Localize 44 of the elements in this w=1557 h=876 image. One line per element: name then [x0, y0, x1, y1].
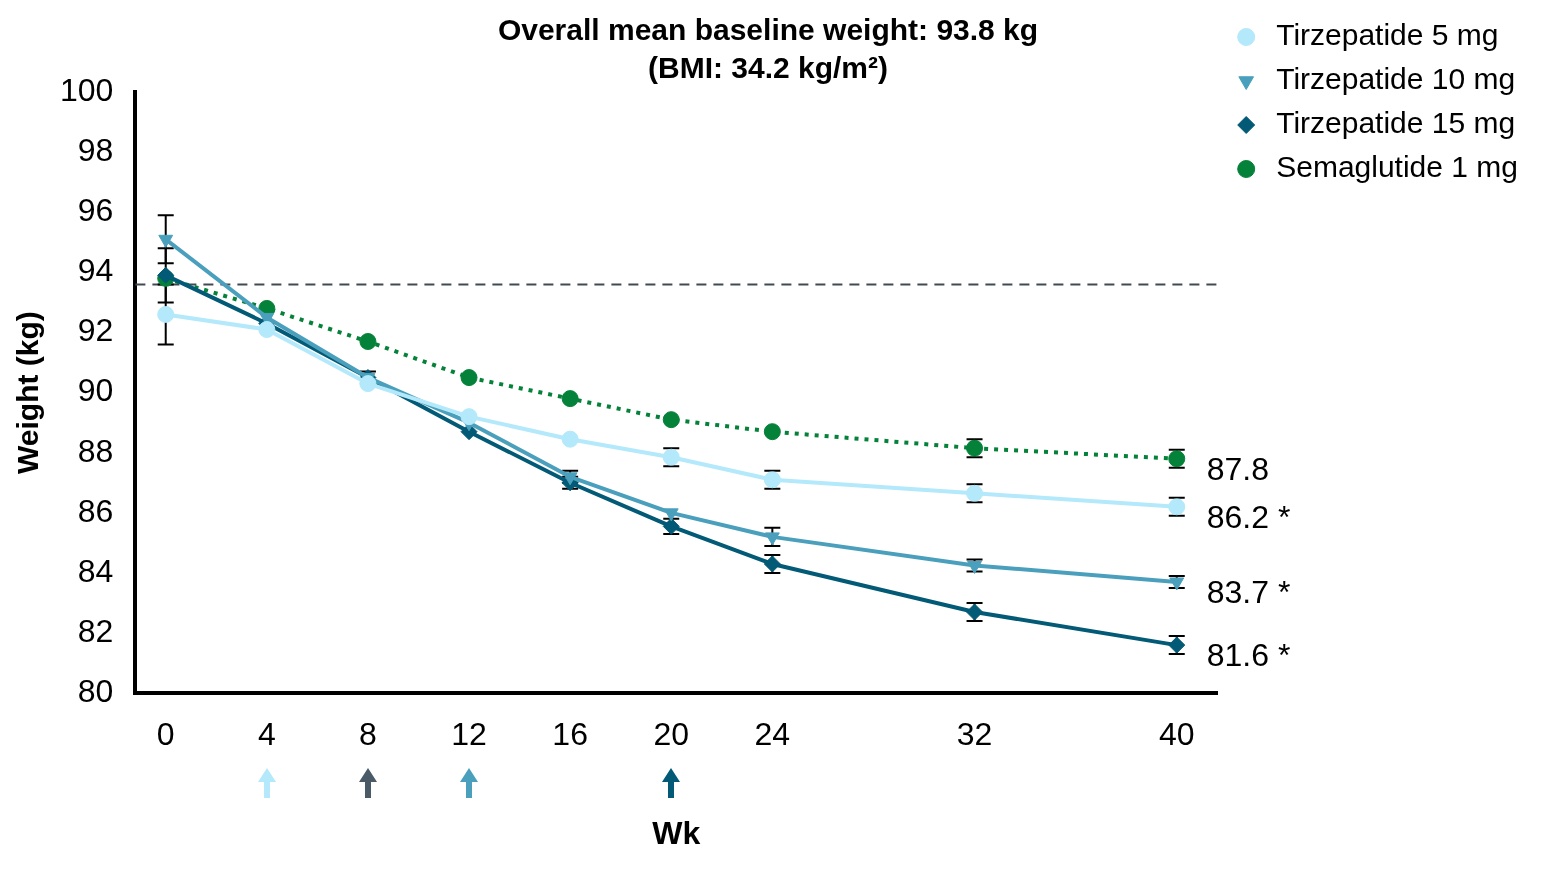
- x-tick-label: 4: [257, 716, 276, 753]
- x-tick-label: 32: [956, 716, 993, 753]
- y-tick-label: 96: [77, 192, 114, 229]
- y-tick-label: 80: [77, 673, 114, 710]
- point: [258, 320, 276, 338]
- data-label: 83.7 *: [1206, 573, 1291, 610]
- point: [663, 508, 679, 522]
- x-tick-label: 16: [552, 716, 588, 753]
- x-tick-label: 40: [1158, 716, 1195, 753]
- data-label: 86.2 *: [1206, 498, 1291, 535]
- point: [662, 411, 680, 429]
- x-axis-title: Wk: [652, 814, 701, 851]
- y-tick-label: 92: [77, 312, 114, 349]
- point: [157, 305, 175, 323]
- chart-title: Overall mean baseline weight: 93.8 kg: [497, 13, 1039, 47]
- x-tick-label: 8: [359, 716, 377, 753]
- point: [763, 423, 781, 441]
- y-tick-label: 86: [77, 492, 114, 529]
- point: [764, 532, 780, 546]
- point: [158, 234, 174, 248]
- data-label: 87.8: [1206, 450, 1270, 487]
- y-tick-label: 90: [77, 372, 114, 409]
- y-tick-label: 82: [77, 612, 114, 649]
- point: [460, 369, 478, 387]
- legend-label: Tirzepatide 10 mg: [1276, 62, 1516, 96]
- data-label: 81.6 *: [1206, 636, 1291, 673]
- chart-subtitle: (BMI: 34.2 kg/m²): [647, 51, 889, 85]
- point: [359, 333, 377, 350]
- x-tick-label: 12: [451, 716, 487, 753]
- y-tick-label: 100: [60, 71, 114, 108]
- y-tick-label: 84: [77, 552, 114, 589]
- legend-label: Tirzepatide 15 mg: [1276, 106, 1516, 140]
- point: [561, 390, 579, 408]
- point: [460, 408, 478, 426]
- y-axis-title: Weight (kg): [11, 311, 45, 474]
- y-tick-label: 98: [77, 131, 114, 168]
- y-tick-label: 88: [77, 432, 114, 469]
- y-tick-label: 94: [77, 252, 114, 289]
- legend-label: Tirzepatide 5 mg: [1276, 18, 1499, 52]
- legend-label: Semaglutide 1 mg: [1276, 150, 1519, 184]
- point: [561, 430, 579, 448]
- x-tick-label: 24: [754, 716, 791, 753]
- x-tick-label: 0: [156, 716, 175, 753]
- x-tick-label: 20: [653, 716, 690, 753]
